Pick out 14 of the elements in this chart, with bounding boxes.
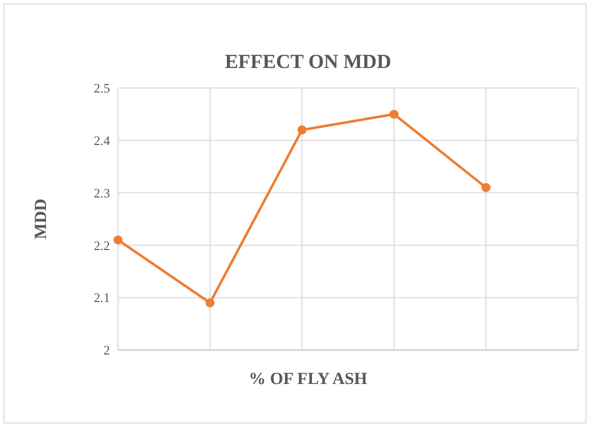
y-tick-label: 2.2 — [94, 238, 110, 253]
x-axis-title: % OF FLY ASH — [248, 369, 368, 388]
point — [482, 183, 490, 192]
y-axis-title: MDD — [31, 198, 50, 240]
point — [114, 235, 122, 244]
point — [298, 125, 306, 134]
chart-title: EFFECT ON MDD — [224, 51, 392, 73]
point — [390, 110, 398, 119]
y-tick-label: 2.5 — [94, 80, 110, 96]
point — [206, 298, 214, 308]
y-tick-label: 2.4 — [94, 132, 110, 148]
y-tick-label: 2.1 — [94, 290, 110, 306]
y-tick-label: 2 — [104, 342, 110, 358]
y-tick-label: 2.3 — [94, 185, 110, 200]
